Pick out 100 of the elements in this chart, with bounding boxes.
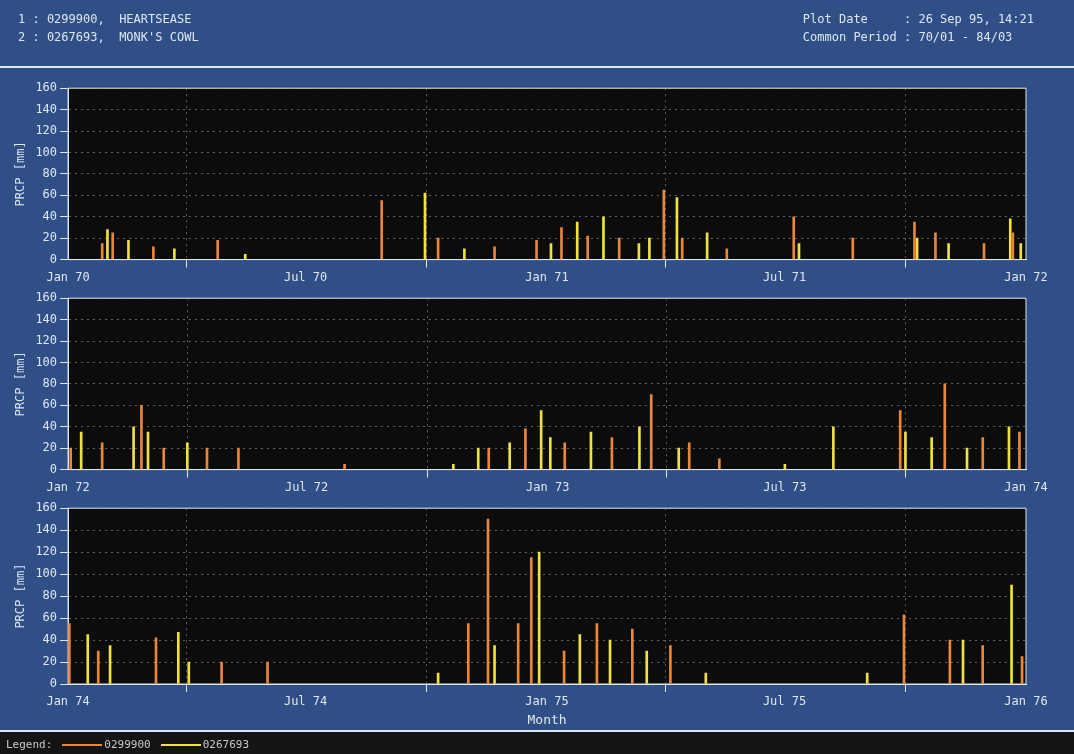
x-tick-label: Jan 72 — [1004, 269, 1048, 284]
bar — [638, 426, 641, 470]
bar — [602, 216, 605, 260]
bar — [106, 229, 109, 260]
bar — [1010, 584, 1013, 684]
x-tick-label: Jul 73 — [763, 479, 807, 494]
bar — [677, 447, 681, 470]
bar — [718, 458, 721, 470]
y-tick-label: 0 — [49, 251, 58, 266]
y-tick-label: 80 — [42, 588, 58, 603]
bar — [586, 235, 590, 260]
bar — [220, 661, 223, 684]
text: Common Period : 70/01 - 84/03 — [802, 29, 1014, 46]
bar — [981, 645, 985, 684]
bar — [237, 447, 240, 470]
x-tick-label: Jan 74 — [1004, 479, 1048, 494]
bar — [452, 463, 455, 470]
bar — [947, 243, 950, 260]
bar — [575, 221, 579, 260]
bar — [487, 447, 491, 470]
y-tick-label: 120 — [35, 123, 58, 138]
bar — [934, 232, 937, 260]
bar — [898, 410, 902, 470]
bar — [493, 645, 496, 684]
bar — [466, 623, 470, 684]
x-tick-label: Jan 75 — [525, 694, 569, 709]
y-tick-label: 80 — [42, 376, 58, 391]
bar — [187, 661, 191, 684]
bar — [529, 557, 533, 684]
y-tick-label: 0 — [49, 461, 58, 476]
x-tick-label: Jul 75 — [762, 694, 807, 709]
bar — [96, 650, 100, 684]
bar — [476, 447, 480, 470]
chart-subtitle: 2 : 0267693, MONK'S COWL — [18, 29, 199, 46]
y-tick-label: 100 — [35, 354, 58, 369]
bar — [86, 634, 90, 684]
bar — [1018, 431, 1021, 470]
y-tick-label: 120 — [35, 544, 58, 559]
chart-title: 1 : 0299900, HEARTSEASE — [18, 11, 193, 28]
bar — [687, 442, 691, 470]
bar — [524, 428, 527, 470]
bar — [111, 232, 115, 260]
y-axis-title: PRCP [mm] — [13, 351, 28, 417]
bar — [563, 442, 567, 470]
x-tick-label: Jan 71 — [525, 269, 569, 284]
bar — [1008, 218, 1012, 260]
y-tick-label: 120 — [35, 333, 58, 348]
y-tick-label: 40 — [42, 208, 58, 223]
y-tick-label: 160 — [35, 500, 58, 515]
x-tick-label: Jul 74 — [283, 694, 328, 709]
bar — [79, 431, 83, 470]
bar — [704, 672, 708, 684]
x-axis-title: Month — [527, 711, 567, 727]
bar — [343, 463, 346, 470]
y-tick-label: 60 — [42, 610, 58, 625]
bar — [913, 221, 916, 260]
bar — [140, 405, 143, 470]
bar — [560, 227, 563, 260]
y-tick-label: 20 — [42, 230, 58, 245]
bar — [548, 437, 552, 470]
bar — [851, 237, 855, 260]
bar — [535, 239, 538, 260]
bar — [981, 437, 985, 470]
bar — [463, 248, 466, 260]
bar — [176, 632, 180, 684]
bar — [680, 237, 684, 260]
bar — [865, 672, 869, 684]
y-tick-label: 100 — [35, 144, 58, 159]
y-axis-title: PRCP [mm] — [13, 141, 28, 207]
y-tick-label: 40 — [42, 418, 58, 433]
bar — [904, 431, 907, 470]
x-tick-label: Jul 70 — [283, 269, 328, 284]
y-tick-label: 140 — [35, 522, 58, 537]
x-tick-label: Jan 74 — [46, 694, 90, 709]
bar — [648, 237, 651, 260]
bar — [662, 189, 666, 260]
y-tick-label: 80 — [42, 166, 58, 181]
y-tick-label: 100 — [35, 566, 58, 581]
bar — [173, 248, 176, 260]
y-tick-label: 20 — [42, 440, 58, 455]
bar — [380, 200, 384, 260]
text: Plot Date : 26 Sep 95, 14:21 — [802, 11, 1034, 28]
bar — [152, 246, 155, 260]
bar — [645, 650, 649, 684]
bar — [631, 628, 634, 684]
bar — [617, 237, 621, 260]
y-tick-label: 60 — [42, 187, 58, 202]
bar — [100, 243, 104, 260]
bar — [69, 447, 73, 470]
y-axis-title: PRCP [mm] — [13, 563, 28, 629]
bar — [832, 426, 835, 470]
bar — [132, 426, 135, 470]
bar — [493, 246, 496, 260]
x-tick-label: Jan 76 — [1004, 694, 1048, 709]
bar — [127, 239, 130, 260]
y-tick-label: 40 — [42, 632, 58, 647]
y-tick-label: 0 — [49, 676, 58, 691]
bar — [185, 442, 189, 470]
x-tick-label: Jan 70 — [46, 269, 90, 284]
y-tick-label: 60 — [42, 397, 58, 412]
